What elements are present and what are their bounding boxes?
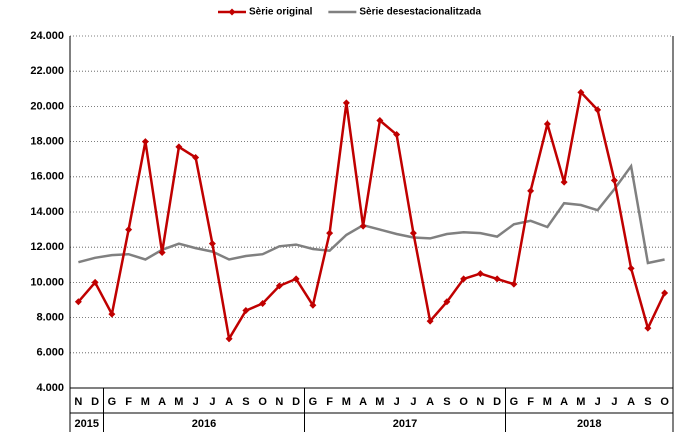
point-marker [292,275,300,283]
year-label: 2017 [393,418,417,430]
y-tick-label: 24.000 [30,30,64,42]
point-marker [493,275,501,283]
point-marker [242,307,250,315]
x-tick-label: M [342,396,351,408]
point-marker [342,99,350,107]
x-tick-label: J [410,396,416,408]
x-tick-label: J [193,396,199,408]
x-tick-label: J [209,396,215,408]
year-label: 2018 [577,418,601,430]
x-tick-label: D [292,396,300,408]
point-marker [443,298,451,306]
x-tick-label: S [443,396,450,408]
y-tick-label: 4.000 [36,382,64,394]
x-tick-label: O [459,396,468,408]
y-tick-label: 6.000 [36,347,64,359]
x-tick-label: S [644,396,651,408]
x-tick-label: F [326,396,333,408]
x-tick-label: F [125,396,132,408]
point-marker [309,301,317,309]
x-tick-label: A [426,396,434,408]
x-tick-label: M [174,396,183,408]
point-marker [577,88,585,96]
x-tick-label: A [225,396,233,408]
point-marker [158,248,166,256]
x-tick-label: A [560,396,568,408]
point-marker [409,229,417,237]
x-tick-label: G [309,396,318,408]
point-marker [74,298,82,306]
x-tick-label: D [91,396,99,408]
point-marker [376,116,384,124]
x-tick-label: N [476,396,484,408]
x-tick-label: J [611,396,617,408]
x-tick-label: N [74,396,82,408]
x-tick-label: J [394,396,400,408]
point-marker [426,317,434,325]
y-tick-label: 20.000 [30,100,64,112]
point-marker [225,335,233,343]
y-tick-label: 14.000 [30,206,64,218]
point-marker [527,187,535,195]
x-tick-label: S [242,396,249,408]
y-tick-label: 16.000 [30,171,64,183]
point-marker [543,120,551,128]
x-tick-label: O [258,396,267,408]
x-tick-label: M [543,396,552,408]
y-tick-label: 22.000 [30,65,64,77]
point-marker [259,300,267,308]
x-tick-label: N [275,396,283,408]
year-label: 2016 [192,418,216,430]
x-tick-label: A [158,396,166,408]
legend-marker [228,8,236,16]
series-line [77,89,666,343]
point-marker [125,226,133,234]
point-marker [141,138,149,146]
x-tick-label: M [576,396,585,408]
x-tick-label: D [493,396,501,408]
x-tick-label: G [510,396,519,408]
series-line [78,163,665,265]
point-marker [108,310,116,318]
point-marker [275,282,283,290]
x-tick-label: J [595,396,601,408]
x-tick-label: O [660,396,669,408]
y-tick-label: 8.000 [36,312,64,324]
legend-label: Sèrie desestacionalitzada [359,7,481,18]
point-marker [326,229,334,237]
y-tick-label: 18.000 [30,136,64,148]
point-marker [560,178,568,186]
point-marker [208,240,216,248]
point-marker [476,270,484,278]
x-tick-label: G [108,396,117,408]
x-tick-label: M [141,396,150,408]
point-marker [460,275,468,283]
point-marker [393,131,401,139]
point-marker [192,153,200,161]
x-tick-label: M [375,396,384,408]
legend-label: Sèrie original [249,7,313,18]
point-marker [510,280,518,288]
point-marker [627,264,635,272]
x-tick-label: A [627,396,635,408]
point-marker [610,176,618,184]
point-marker [91,278,99,286]
x-tick-label: A [359,396,367,408]
point-marker [359,222,367,230]
point-marker [594,106,602,114]
y-tick-label: 12.000 [30,241,64,253]
point-marker [661,289,669,297]
year-label: 2015 [75,418,99,430]
y-tick-label: 10.000 [30,276,64,288]
x-tick-label: F [527,396,534,408]
point-marker [175,143,183,151]
point-marker [644,324,652,332]
